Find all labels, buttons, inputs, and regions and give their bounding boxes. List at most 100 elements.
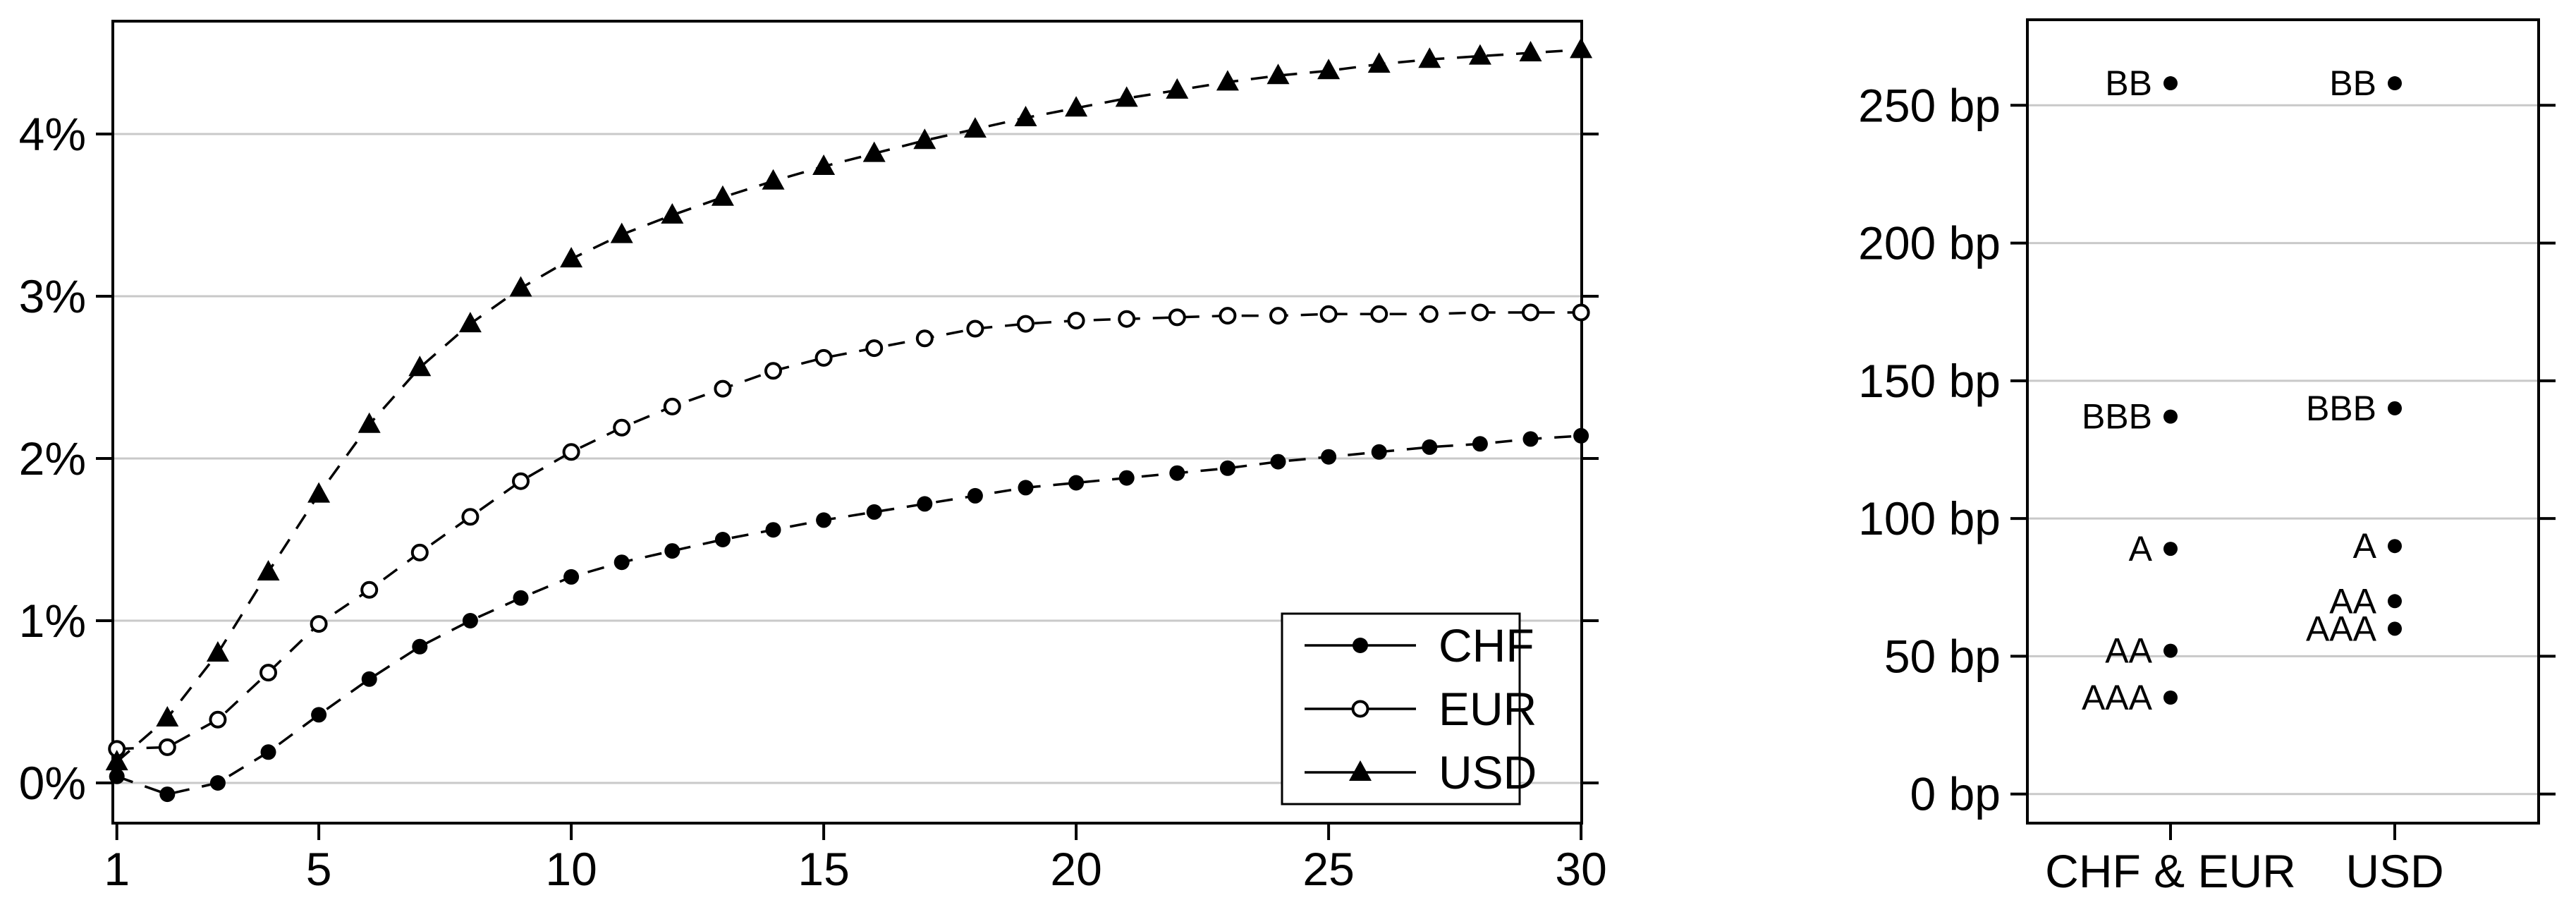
data-point-filled-triangle (1349, 760, 1372, 781)
data-point-filled-triangle (862, 141, 886, 162)
data-point-filled-triangle (1468, 44, 1491, 65)
data-point-filled-circle (1219, 460, 1235, 476)
rating-label: AA (2329, 581, 2376, 621)
spread-dot-CHF & EUR-A (2163, 542, 2178, 557)
data-point-open-circle (461, 508, 480, 526)
category-label: USD (2345, 845, 2443, 897)
rating-label: A (2129, 529, 2153, 569)
data-point-filled-circle (462, 613, 478, 628)
data-point-filled-circle (209, 775, 226, 791)
data-point-open-circle (360, 580, 379, 599)
data-point-filled-circle (1472, 436, 1488, 452)
data-point-filled-circle (1018, 480, 1034, 496)
data-point-open-circle (410, 543, 429, 561)
category-label: CHF & EUR (2045, 845, 2296, 897)
data-point-filled-triangle (206, 641, 229, 662)
x-axis-tick-label: 1 (104, 843, 130, 895)
data-point-open-circle (966, 320, 984, 338)
data-point-open-circle (512, 472, 530, 490)
data-point-filled-triangle (156, 706, 179, 726)
data-point-filled-triangle (1418, 47, 1441, 68)
data-point-open-circle (613, 418, 631, 437)
spread-dot-CHF & EUR-AA (2163, 643, 2178, 658)
data-point-filled-circle (1270, 454, 1286, 470)
data-point-filled-triangle (661, 203, 684, 224)
x-axis-tick-label: 25 (1302, 843, 1354, 895)
series-USD (105, 37, 1593, 771)
data-point-open-circle (865, 339, 884, 358)
data-point-open-circle (1219, 307, 1237, 325)
data-point-filled-circle (917, 496, 933, 512)
spread-dot-CHF & EUR-AAA (2163, 691, 2178, 705)
spread-dot-USD-BBB (2388, 401, 2402, 415)
data-point-filled-triangle (509, 276, 532, 297)
data-point-open-circle (1168, 308, 1186, 327)
spread-dot-USD-A (2388, 539, 2402, 554)
data-point-open-circle (663, 397, 681, 415)
data-point-filled-triangle (1115, 86, 1138, 107)
data-point-filled-circle (159, 786, 176, 803)
data-point-filled-triangle (358, 412, 381, 433)
data-point-filled-triangle (610, 222, 633, 243)
data-point-open-circle (915, 329, 934, 348)
x-axis-tick-label: 10 (545, 843, 597, 895)
data-point-open-circle (1420, 305, 1439, 323)
x-axis-tick-label: 5 (306, 843, 332, 895)
data-point-filled-triangle (1166, 78, 1189, 99)
series-CHF (109, 427, 1589, 803)
data-point-open-circle (562, 443, 580, 461)
data-point-filled-triangle (1519, 41, 1542, 61)
data-point-filled-circle (1422, 439, 1438, 455)
data-point-filled-circle (1353, 638, 1368, 653)
rating-label: AAA (2306, 609, 2377, 648)
data-point-filled-circle (412, 638, 428, 655)
data-point-open-circle (714, 379, 732, 398)
legend-label: CHF (1439, 619, 1534, 671)
left-plot-border (111, 20, 1583, 825)
data-point-filled-circle (1068, 475, 1085, 491)
data-point-filled-triangle (913, 128, 936, 150)
data-point-open-circle (1017, 315, 1034, 333)
data-point-filled-triangle (1014, 106, 1037, 126)
y-axis-tick-label: 0% (19, 757, 86, 809)
spread-dot-USD-BB (2388, 76, 2402, 91)
data-point-filled-triangle (458, 312, 482, 333)
rating-label: BBB (2306, 389, 2376, 428)
rating-label: AA (2105, 631, 2152, 671)
y-axis-tick-label: 2% (19, 432, 86, 485)
y-axis-tick-label: 3% (19, 270, 86, 322)
data-point-filled-circle (1169, 465, 1185, 481)
data-point-filled-circle (361, 671, 377, 687)
data-point-open-circle (1118, 310, 1136, 328)
spread-dot-USD-AAA (2388, 621, 2402, 636)
y-axis-tick-label: 1% (19, 595, 86, 647)
data-point-open-circle (310, 615, 328, 633)
data-point-filled-circle (311, 707, 327, 723)
spread-dot-USD-AA (2388, 594, 2402, 609)
x-axis-tick-label: 30 (1555, 843, 1606, 895)
right-plot-border (2026, 18, 2540, 825)
data-point-filled-triangle (307, 482, 331, 503)
data-point-open-circle (814, 348, 833, 367)
data-point-filled-triangle (1266, 63, 1290, 85)
rating-label: A (2353, 526, 2377, 566)
data-point-filled-triangle (711, 185, 734, 206)
y-axis-tick-label: 200 bp (1858, 217, 2001, 269)
series-line-CHF (116, 434, 1582, 796)
rating-label: BB (2329, 63, 2376, 103)
data-point-open-circle (1319, 305, 1338, 323)
data-point-filled-circle (1573, 427, 1589, 444)
data-point-filled-triangle (1317, 59, 1341, 80)
data-point-filled-triangle (105, 750, 128, 771)
data-point-filled-circle (513, 590, 529, 606)
data-point-open-circle (158, 738, 176, 756)
data-point-open-circle (1370, 305, 1388, 323)
rating-label: BBB (2082, 397, 2152, 437)
data-point-filled-circle (563, 569, 580, 585)
data-point-open-circle (1351, 700, 1369, 718)
data-point-filled-circle (967, 487, 983, 504)
series-line-USD (116, 48, 1582, 763)
y-axis-tick-label: 100 bp (1858, 492, 2001, 545)
data-point-filled-circle (664, 543, 680, 559)
